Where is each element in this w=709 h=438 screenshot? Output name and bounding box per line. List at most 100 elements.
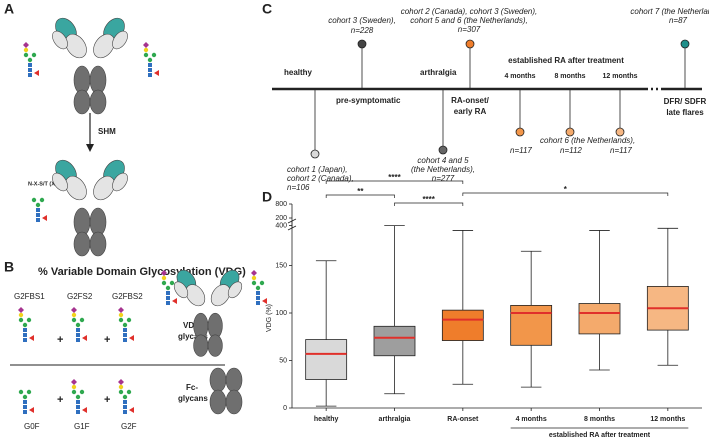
pin (515, 127, 525, 137)
glycan (262, 298, 267, 304)
glycan (36, 208, 40, 212)
panel-letter: C (262, 1, 272, 17)
domain (65, 33, 87, 59)
glycan (148, 63, 152, 67)
pin (465, 39, 475, 49)
domain (225, 389, 243, 415)
x-tick-label: 12 months (650, 416, 685, 423)
glycan (18, 317, 24, 323)
pin (357, 39, 367, 49)
glycan (255, 285, 261, 291)
domain (227, 281, 243, 299)
glycan (147, 57, 153, 63)
glycan (154, 70, 159, 76)
glycan (143, 47, 149, 53)
glycan (71, 307, 77, 313)
y-tick-label: 400 (275, 222, 287, 229)
cohort: n=117 (610, 146, 632, 155)
box (441, 309, 484, 341)
significance-bracket (462, 192, 669, 196)
x-tick-label: healthy (314, 416, 339, 423)
glycan-label: G2FBS1 (14, 292, 45, 301)
significance-label: ** (357, 187, 364, 196)
pin (680, 39, 690, 49)
vd-label: glycans (178, 332, 208, 341)
domain (225, 367, 243, 393)
y-tick-label: 800 (275, 201, 287, 208)
plus: + (57, 394, 63, 406)
domain (209, 367, 227, 393)
cohort: n=228 (351, 26, 374, 35)
domain (173, 281, 189, 299)
pin (310, 149, 320, 159)
glycan (23, 328, 27, 332)
stage: arthralgia (420, 68, 457, 77)
glycan (26, 389, 32, 395)
glycan (118, 317, 124, 323)
glycan (23, 42, 29, 48)
cohort: n=87 (669, 16, 688, 25)
glycan-label: G1F (74, 422, 90, 431)
domain (209, 389, 227, 415)
box (510, 304, 553, 346)
significance-label: **** (388, 173, 401, 182)
glycan (76, 328, 80, 332)
domain (112, 172, 128, 192)
glycan (76, 338, 80, 342)
domain (73, 89, 91, 115)
glycan (36, 218, 40, 222)
plus: + (57, 334, 63, 346)
domain (89, 231, 107, 257)
cohorts: cohort 1 (Japan), cohort 2 (Canada), n=1… (287, 7, 709, 192)
glycan (75, 394, 81, 400)
cohort: cohort 2 (Canada), cohort 3 (Sweden), (401, 7, 538, 16)
domain (93, 175, 115, 201)
glycan (76, 333, 80, 337)
glycan (122, 394, 128, 400)
cohort: n=277 (432, 174, 455, 183)
glycan (36, 213, 40, 217)
glycan (256, 296, 260, 300)
glycan (126, 317, 132, 323)
glycan (82, 407, 87, 413)
glycan (118, 307, 124, 313)
panel-letter: A (4, 1, 14, 17)
glycan (256, 291, 260, 295)
glycan (79, 317, 85, 323)
glycan (166, 291, 170, 295)
cohort: cohort 2 (Canada), (287, 174, 354, 183)
glycan (123, 333, 127, 337)
fc-label: Fc- (186, 383, 198, 392)
group-label: established RA after treatment (549, 432, 651, 438)
glycan (118, 379, 124, 385)
glycan (18, 307, 24, 313)
glycan (31, 52, 37, 58)
y-tick-label: 100 (275, 310, 287, 317)
glycan (259, 280, 265, 286)
glycan (151, 52, 157, 58)
box (578, 303, 621, 335)
pin (565, 127, 575, 137)
x-tick-label: RA-onset (447, 416, 479, 423)
glycan (71, 379, 77, 385)
stage: DFR/ SDFR (664, 97, 707, 106)
glycan (42, 215, 47, 221)
cohort: cohort 7 (the Netherlands), (630, 7, 709, 16)
plus: + (104, 394, 110, 406)
glycan (82, 335, 87, 341)
significance-label: **** (422, 195, 435, 204)
glycan (256, 301, 260, 305)
glycan (76, 410, 80, 414)
vd-label: VD- (183, 321, 197, 330)
y-tick-label: 150 (275, 262, 287, 269)
pin (438, 145, 448, 155)
significance-bracket (325, 180, 464, 184)
stage: late flares (666, 108, 704, 117)
pin (615, 127, 625, 137)
stage: RA-onset/ (451, 96, 490, 105)
y-tick-label: 50 (279, 357, 287, 364)
glycan (118, 389, 124, 395)
glycan (166, 296, 170, 300)
glycan (161, 275, 167, 281)
glycan (71, 384, 77, 390)
